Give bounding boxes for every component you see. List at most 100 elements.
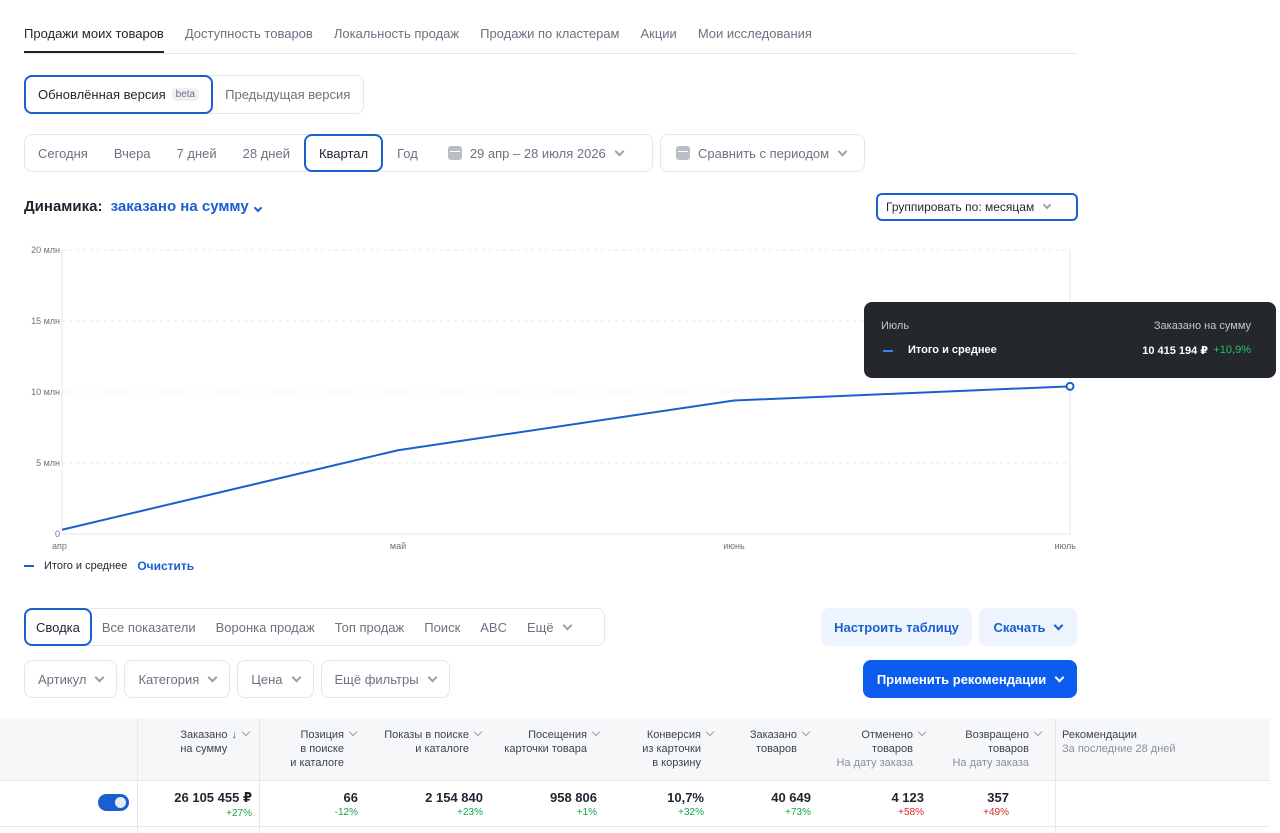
tab-clusters[interactable]: Продажи по кластерам [480, 26, 620, 41]
header-ordered-items-l2: товаров [756, 743, 797, 755]
legend-series[interactable]: Итого и среднее [44, 560, 128, 572]
chevron-down-icon [1054, 672, 1065, 682]
column-divider [137, 718, 138, 833]
apply-recommendations-button[interactable]: Применить рекомендации [863, 660, 1077, 698]
header-impressions[interactable]: Показы в поиске и каталоге [384, 727, 483, 756]
filter-article[interactable]: Артикул [24, 660, 118, 698]
header-impressions-l1: Показы в поиске [384, 729, 469, 741]
view-tab-summary[interactable]: Сводка [24, 608, 92, 646]
top-nav-tabs: Продажи моих товаров Доступность товаров… [24, 22, 1078, 54]
filter-more[interactable]: Ещё фильтры [320, 660, 450, 698]
chevron-down-icon [207, 672, 218, 682]
tab-my-sales[interactable]: Продажи моих товаров [24, 22, 164, 53]
tab-research[interactable]: Мои исследования [697, 26, 812, 41]
row-toggle[interactable] [98, 794, 129, 811]
cell-conversion: 10,7% +32% [667, 790, 704, 818]
header-recommendations: Рекомендации За последние 28 дней [1062, 728, 1176, 756]
calendar-icon [447, 146, 462, 160]
cell-delta: +58% [898, 807, 924, 818]
tab-promotions[interactable]: Акции [640, 26, 677, 41]
new-version-button[interactable]: Обновлённая версия beta [24, 75, 214, 114]
chevron-down-icon [253, 203, 262, 213]
new-version-label: Обновлённая версия [38, 87, 166, 102]
chevron-down-icon [291, 672, 301, 682]
chevron-down-icon [473, 727, 483, 737]
header-position-l3: и каталоге [290, 757, 344, 769]
series-line [61, 385, 1071, 531]
metric-label: заказано на сумму [110, 198, 249, 215]
x-tick-label: июнь [723, 541, 745, 551]
cell-returned: 357 +49% [983, 790, 1009, 818]
cell-value: 10,7% [667, 790, 704, 805]
cell-value: 4 123 [891, 790, 924, 805]
download-button[interactable]: Скачать [979, 608, 1077, 646]
cell-delta: +49% [983, 807, 1009, 818]
period-quarter[interactable]: Квартал [303, 134, 384, 172]
view-tab-all-metrics[interactable]: Все показатели [101, 619, 196, 635]
cell-value: 958 806 [550, 790, 597, 805]
dynamics-label: Динамика: [24, 198, 103, 215]
chart-legend: Итого и среднее Очистить [24, 559, 194, 573]
header-position-l1: Позиция [300, 729, 345, 741]
metric-dropdown[interactable]: заказано на сумму [110, 198, 262, 215]
tab-locality[interactable]: Локальность продаж [333, 26, 460, 41]
cell-delta: +73% [785, 807, 811, 818]
group-by-label: Группировать по: месяцам [886, 200, 1035, 214]
header-impressions-l2: и каталоге [415, 743, 469, 755]
date-range-label: 29 апр – 28 июля 2026 [469, 145, 606, 161]
header-visits[interactable]: Посещения карточки товара [504, 727, 601, 756]
chevron-down-icon [917, 727, 927, 737]
header-cancelled-sub: На дату заказа [836, 757, 913, 769]
chevron-down-icon [241, 727, 251, 737]
header-visits-l1: Посещения [528, 729, 587, 741]
header-position-l2: в поиске [300, 743, 344, 755]
period-yesterday[interactable]: Вчера [113, 145, 151, 161]
view-tab-abc[interactable]: ABC [480, 619, 507, 635]
filter-price-label: Цена [251, 671, 283, 687]
tooltip-series-name: Итого и среднее [908, 344, 997, 356]
cell-value: 357 [987, 790, 1009, 805]
header-returned[interactable]: Возвращено товаров На дату заказа [952, 727, 1043, 770]
view-tab-search[interactable]: Поиск [424, 619, 461, 635]
header-position[interactable]: Позиция в поиске и каталоге [290, 727, 358, 770]
view-tab-top-sales[interactable]: Топ продаж [334, 619, 405, 635]
configure-table-button[interactable]: Настроить таблицу [821, 608, 972, 646]
header-ordered-sum-l2: на сумму [180, 743, 228, 755]
header-ordered-sum[interactable]: Заказано ↓ на сумму [180, 727, 251, 756]
cell-cancelled: 4 123 +58% [891, 790, 924, 818]
tab-availability[interactable]: Доступность товаров [184, 26, 313, 41]
group-by-dropdown[interactable]: Группировать по: месяцам [876, 193, 1078, 221]
sort-down-icon: ↓ [231, 729, 238, 741]
cell-value: 26 105 455 ₽ [174, 790, 252, 805]
period-7-days[interactable]: 7 дней [176, 145, 217, 161]
cell-delta: +32% [678, 807, 704, 818]
date-range-picker[interactable]: 29 апр – 28 июля 2026 [435, 135, 636, 171]
chevron-down-icon [705, 727, 715, 737]
cell-ordered-items: 40 649 +73% [771, 790, 811, 818]
chart-tooltip: Июль Заказано на сумму Итого и среднее 1… [864, 302, 1276, 378]
filter-category[interactable]: Категория [124, 660, 231, 698]
view-tab-funnel[interactable]: Воронка продаж [215, 619, 315, 635]
period-year[interactable]: Год [397, 145, 418, 161]
period-28-days[interactable]: 28 дней [242, 145, 290, 161]
cell-impressions: 2 154 840 +23% [425, 790, 483, 818]
chevron-down-icon [1042, 200, 1052, 210]
legend-marker [24, 565, 34, 567]
old-version-button[interactable]: Предыдущая версия [225, 87, 351, 102]
header-ordered-sum-l1: Заказано [180, 729, 228, 741]
clear-link[interactable]: Очистить [137, 559, 195, 573]
filter-article-label: Артикул [38, 671, 87, 687]
table-view-tabs: Сводка Все показатели Воронка продаж Топ… [24, 608, 605, 646]
header-ordered-items[interactable]: Заказано товаров [749, 727, 811, 756]
x-tick-label: май [390, 541, 406, 551]
header-cancelled[interactable]: Отменено товаров На дату заказа [836, 727, 927, 770]
compare-period-dropdown[interactable]: Сравнить с периодом [660, 134, 865, 172]
header-ordered-items-l1: Заказано [749, 729, 797, 741]
filter-price[interactable]: Цена [237, 660, 314, 698]
more-label: Ещё [527, 619, 554, 635]
header-conversion[interactable]: Конверсия из карточки в корзину [642, 727, 715, 770]
chevron-down-icon [1054, 620, 1064, 630]
view-tab-more[interactable]: Ещё [517, 609, 581, 645]
period-today[interactable]: Сегодня [38, 145, 88, 161]
filter-more-label: Ещё фильтры [334, 671, 419, 687]
